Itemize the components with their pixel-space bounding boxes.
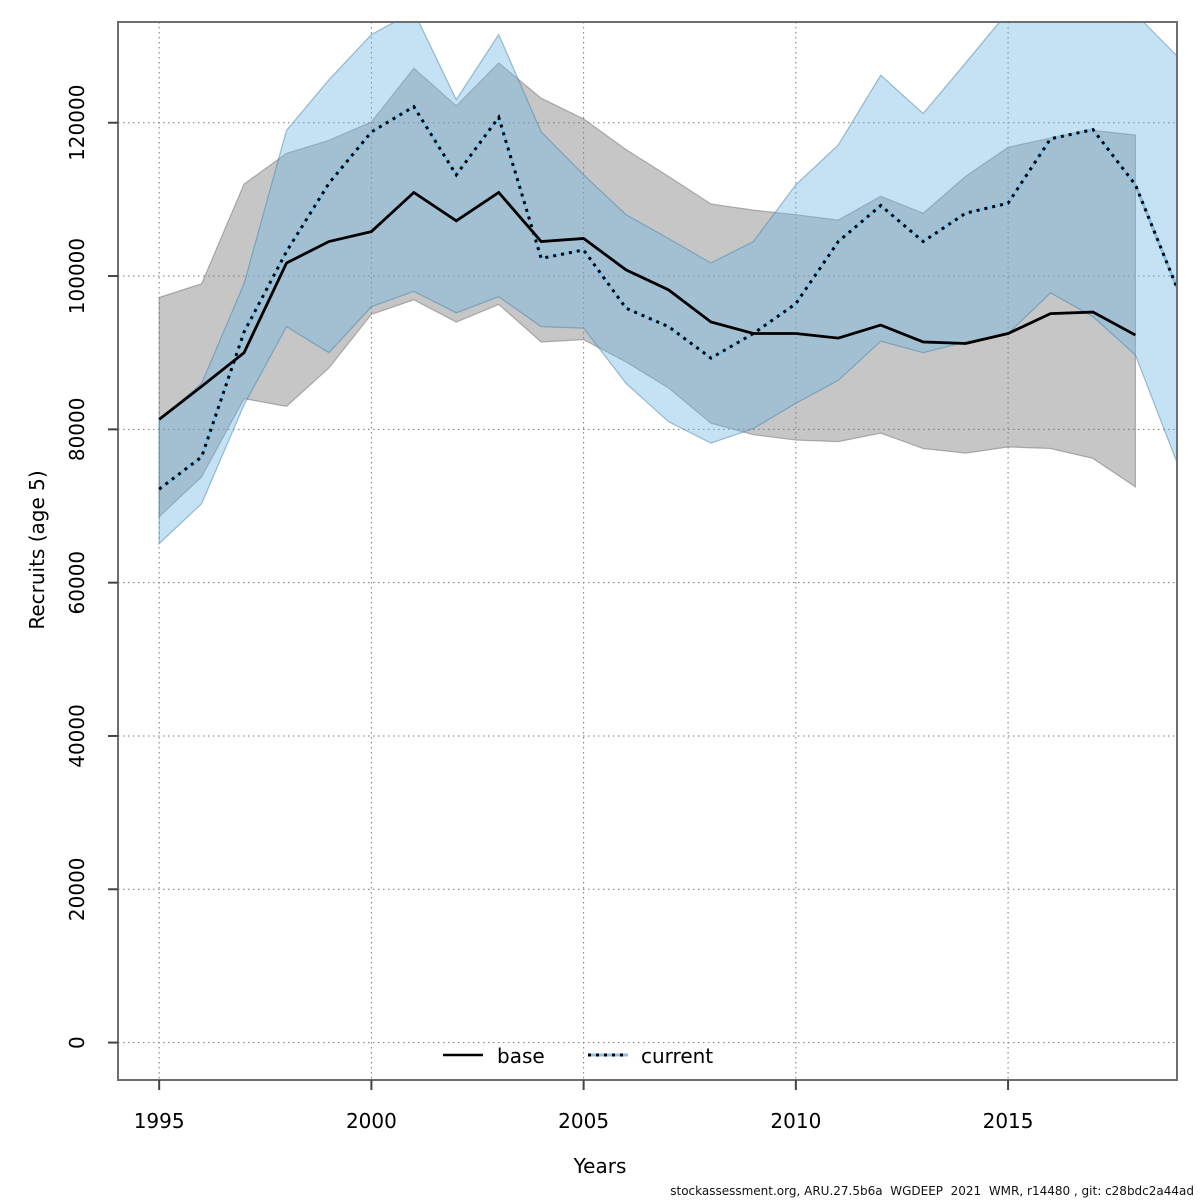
x-tick-label-2005: 2005 xyxy=(558,1109,609,1133)
legend: base current xyxy=(443,1044,713,1068)
axes: 1995 2000 2005 2010 2015 0 20000 40000 60000 8000… xyxy=(65,85,1034,1133)
y-tick-label-0: 0 xyxy=(65,1036,89,1049)
x-tick-label-1995: 1995 xyxy=(134,1109,185,1133)
x-tick-label-2000: 2000 xyxy=(346,1109,397,1133)
y-axis-title: Recruits (age 5) xyxy=(25,470,49,630)
current-line xyxy=(158,104,1177,491)
y-tick-label-40000: 40000 xyxy=(65,704,89,768)
x-axis-title: Years xyxy=(573,1154,627,1178)
y-tick-label-120000: 120000 xyxy=(65,85,89,161)
plot-area xyxy=(158,22,1177,545)
y-tick-label-100000: 100000 xyxy=(65,238,89,314)
legend-label-current: current xyxy=(641,1044,713,1068)
y-tick-label-80000: 80000 xyxy=(65,398,89,462)
attribution-footer: stockassessment.org, ARU.27.5b6a WGDEEP … xyxy=(670,1184,1194,1198)
x-tick-label-2015: 2015 xyxy=(983,1109,1034,1133)
y-tick-label-60000: 60000 xyxy=(65,551,89,615)
gridlines xyxy=(118,22,1177,1080)
current-confidence-band xyxy=(158,22,1177,545)
base-line xyxy=(158,190,1137,421)
legend-label-base: base xyxy=(497,1044,545,1068)
plot-frame xyxy=(117,21,1178,1081)
base-confidence-band xyxy=(158,62,1137,519)
y-tick-label-20000: 20000 xyxy=(65,857,89,921)
x-tick-label-2010: 2010 xyxy=(770,1109,821,1133)
